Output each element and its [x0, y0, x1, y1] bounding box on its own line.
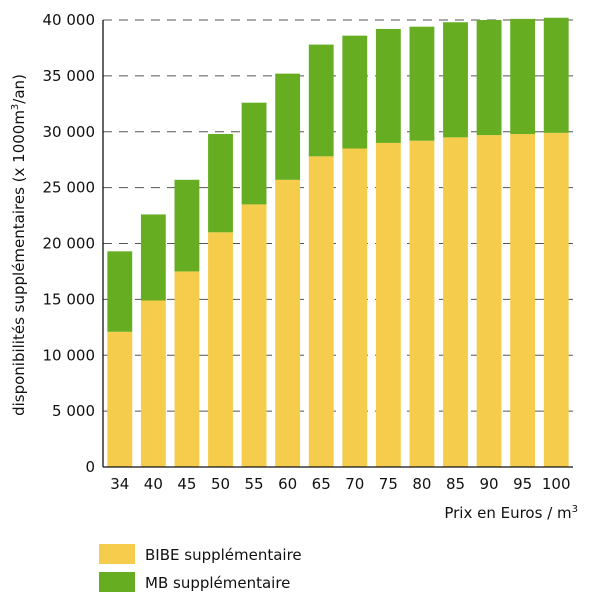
bar-mb-95 [510, 18, 536, 134]
bar-bibe-50 [208, 232, 233, 467]
bar-mb-85 [443, 22, 468, 138]
bar-mb-55 [241, 102, 267, 205]
x-tick-label: 55 [245, 475, 264, 493]
y-tick-label: 5 000 [52, 402, 95, 420]
legend-label-bibe: BIBE supplémentaire [145, 546, 302, 564]
bar-mb-60 [275, 73, 301, 180]
bar-mb-75 [375, 28, 401, 143]
y-tick-label: 25 000 [43, 179, 96, 197]
x-tick-label: 40 [144, 475, 163, 493]
x-tick-label: 100 [542, 475, 571, 493]
y-tick-label: 10 000 [43, 346, 96, 364]
x-tick-label: 90 [480, 475, 499, 493]
bar-mb-80 [409, 26, 435, 141]
bar-mb-34 [107, 251, 133, 332]
y-axis-title: disponibilités supplémentaires (x 1000m3… [10, 74, 28, 416]
bar-bibe-55 [241, 204, 267, 467]
bar-bibe-80 [409, 140, 435, 467]
y-tick-label: 40 000 [43, 11, 96, 29]
x-tick-label: 85 [446, 475, 465, 493]
y-tick-label: 0 [85, 458, 95, 476]
y-tick-label: 30 000 [43, 123, 96, 141]
x-tick-label: 80 [412, 475, 431, 493]
legend-swatch-mb [99, 572, 135, 592]
x-tick-label: 34 [110, 475, 129, 493]
x-tick-labels: 34 40 45 50 55 60 65 70 75 80 85 90 95 100 [110, 475, 570, 493]
x-tick-label: 50 [211, 475, 230, 493]
x-tick-label: 70 [345, 475, 364, 493]
bar-bibe-60 [275, 179, 301, 468]
x-tick-label: 45 [177, 475, 196, 493]
x-axis-title: Prix en Euros / m3 [444, 504, 578, 522]
bars [107, 17, 569, 468]
x-tick-label: 65 [312, 475, 331, 493]
bar-bibe-85 [443, 137, 468, 467]
y-tick-labels: 0 5 000 10 000 15 000 20 000 25 000 30 000 35 0… [43, 11, 96, 476]
bar-bibe-45 [174, 271, 200, 467]
bar-mb-70 [342, 35, 368, 149]
bar-bibe-40 [140, 300, 166, 467]
x-tick-label: 60 [278, 475, 297, 493]
x-tick-label: 75 [379, 475, 398, 493]
bar-mb-65 [308, 44, 334, 157]
bar-bibe-100 [543, 132, 569, 467]
legend-label-mb: MB supplémentaire [145, 574, 290, 592]
y-tick-label: 35 000 [43, 67, 96, 85]
bar-mb-50 [208, 133, 233, 233]
y-tick-label: 20 000 [43, 235, 96, 253]
grid-lines [103, 19, 573, 412]
bar-bibe-95 [510, 133, 536, 468]
x-tick-label: 95 [513, 475, 532, 493]
legend-swatch-bibe [99, 544, 135, 564]
bar-mb-100 [543, 17, 569, 133]
bar-bibe-75 [375, 142, 401, 468]
bar-bibe-90 [476, 135, 502, 468]
bar-bibe-70 [342, 148, 368, 467]
bar-bibe-65 [308, 156, 334, 467]
bar-mb-40 [140, 214, 166, 301]
bar-bibe-34 [107, 331, 133, 467]
bar-mb-90 [476, 20, 502, 136]
bar-mb-45 [174, 179, 200, 272]
axes [102, 20, 573, 468]
legend: BIBE supplémentaire MB supplémentaire [99, 544, 302, 592]
y-tick-label: 15 000 [43, 290, 96, 308]
